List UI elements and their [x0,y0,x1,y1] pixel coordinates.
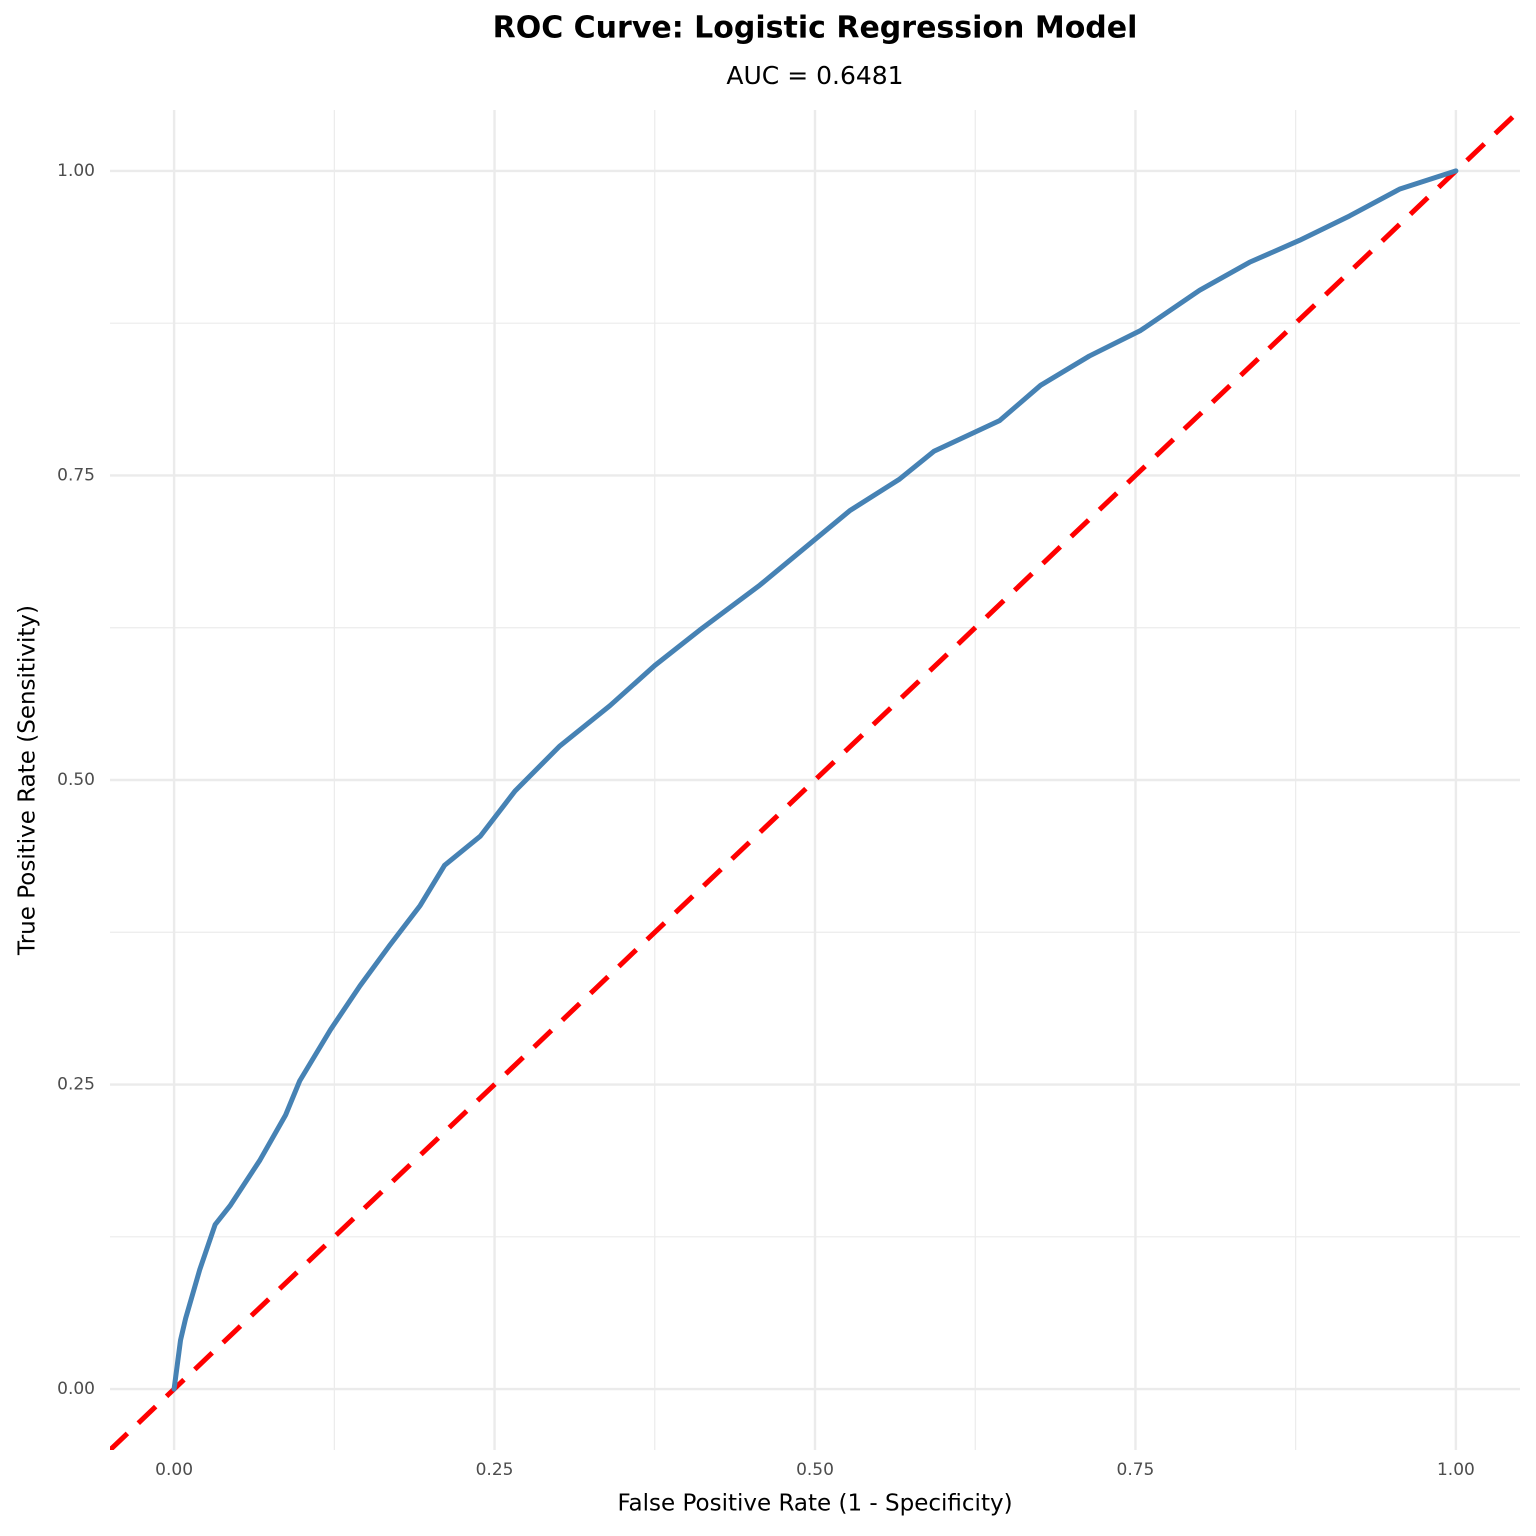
roc-curve [171,168,1459,1392]
x-tick-label: 0.25 [476,1460,514,1480]
x-axis-title: False Positive Rate (1 - Specificity) [617,1491,1012,1517]
chart-subtitle: AUC = 0.6481 [726,61,903,90]
y-tick-label: 1.00 [57,161,95,181]
x-tick-label: 1.00 [1437,1460,1475,1480]
y-tick-label: 0.50 [57,770,95,790]
reference-line [110,110,1520,1450]
chart-title: ROC Curve: Logistic Regression Model [493,11,1138,46]
y-tick-label: 0.25 [57,1075,95,1095]
x-tick-label: 0.50 [796,1460,834,1480]
y-tick-label: 0.00 [57,1379,95,1399]
y-axis-title: True Positive Rate (Sensitivity) [15,605,41,956]
x-tick-label: 0.75 [1117,1460,1155,1480]
y-tick-label: 0.75 [57,465,95,485]
x-tick-label: 0.00 [155,1460,193,1480]
